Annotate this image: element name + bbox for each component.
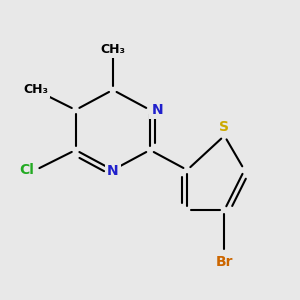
Text: S: S <box>219 120 230 134</box>
Text: CH₃: CH₃ <box>100 44 125 56</box>
Text: N: N <box>152 103 163 117</box>
Text: Cl: Cl <box>19 163 34 177</box>
Text: N: N <box>107 164 118 178</box>
Text: Br: Br <box>216 255 233 269</box>
Text: CH₃: CH₃ <box>23 83 48 96</box>
